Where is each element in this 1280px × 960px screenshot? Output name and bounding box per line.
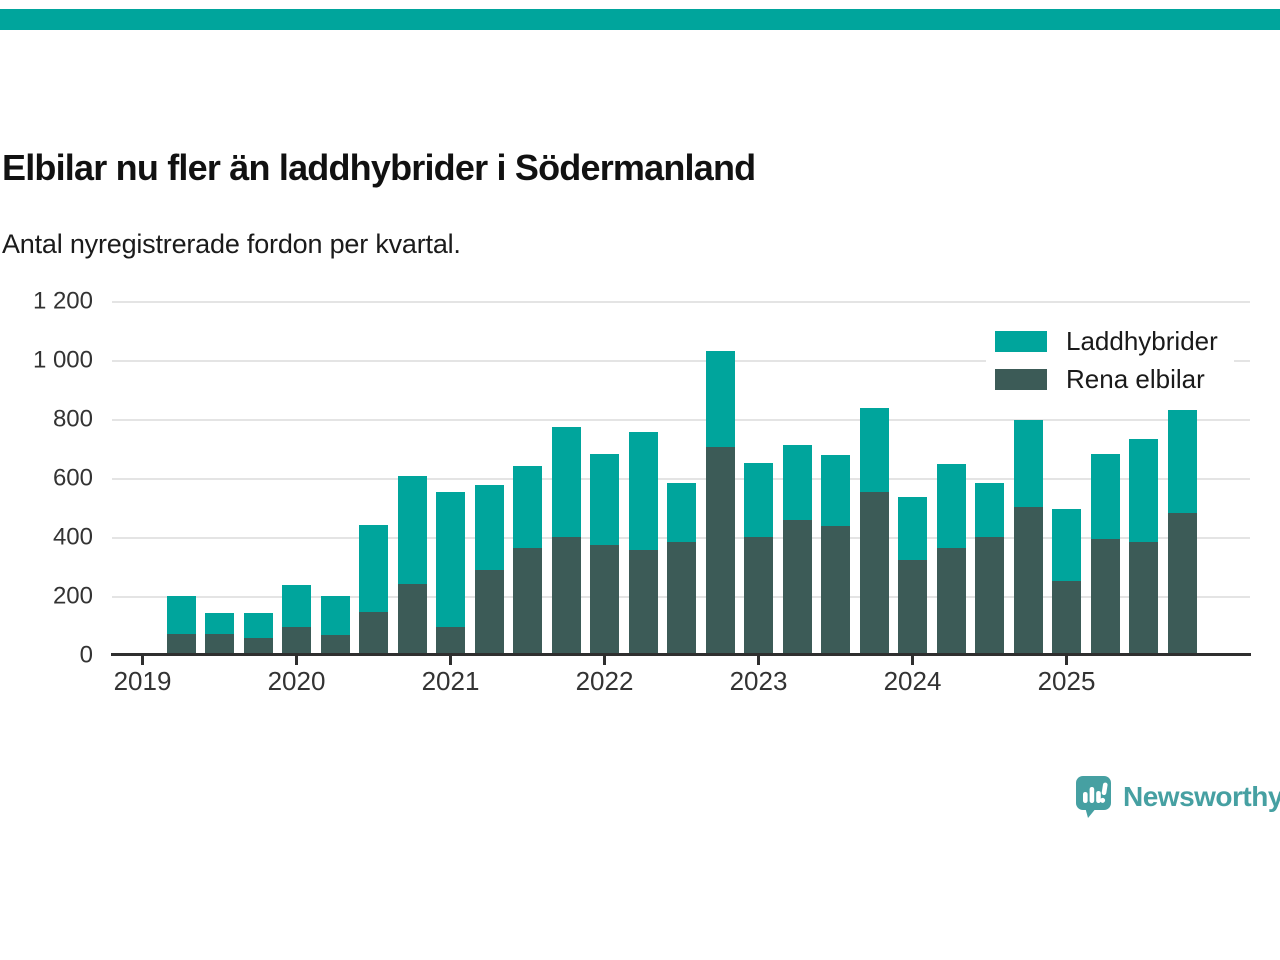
bar-segment-rena-elbilar xyxy=(859,492,889,656)
x-tick-label: 2020 xyxy=(267,666,326,696)
gridline xyxy=(112,360,1250,362)
bar-segment-rena-elbilar xyxy=(513,548,542,656)
bar-segment-rena-elbilar xyxy=(590,545,619,656)
x-tick-label: 2021 xyxy=(421,666,480,696)
legend-row: Laddhybrider xyxy=(995,326,1218,356)
y-tick-label: 200 xyxy=(52,582,93,610)
bar-segment-laddhybrider xyxy=(282,585,311,627)
newsworthy-logo-icon xyxy=(1076,776,1111,818)
legend-row: Rena elbilar xyxy=(995,364,1205,394)
bar-segment-rena-elbilar xyxy=(975,536,1004,656)
bar-segment-rena-elbilar xyxy=(243,638,273,656)
bar-segment-laddhybrider xyxy=(397,476,427,584)
y-tick-label: 1 200 xyxy=(32,287,93,315)
x-axis-tick xyxy=(449,656,452,665)
bar-segment-laddhybrider xyxy=(359,524,388,612)
bar-segment-laddhybrider xyxy=(898,496,927,561)
x-tick-label: 2023 xyxy=(729,666,788,696)
bar-segment-rena-elbilar xyxy=(359,611,388,656)
bar-segment-laddhybrider xyxy=(975,483,1004,537)
newsworthy-logo-text: Newsworthy xyxy=(1123,781,1280,812)
y-tick-label: 400 xyxy=(52,523,93,551)
bar-segment-rena-elbilar xyxy=(744,536,773,656)
legend-label: Rena elbilar xyxy=(1066,364,1205,394)
x-axis-tick xyxy=(141,656,144,665)
legend-swatch xyxy=(995,369,1047,390)
bar-segment-laddhybrider xyxy=(821,455,850,527)
bar-segment-rena-elbilar xyxy=(205,633,234,656)
bar-segment-rena-elbilar xyxy=(166,633,196,656)
y-tick-label: 1 000 xyxy=(32,346,93,374)
brand-top-stripe xyxy=(0,9,1280,30)
x-axis-tick xyxy=(295,656,298,665)
bar-segment-rena-elbilar xyxy=(474,570,504,656)
gridline xyxy=(112,478,1250,480)
bar-segment-laddhybrider xyxy=(859,408,889,493)
x-tick-label: 2022 xyxy=(575,666,634,696)
x-axis-tick xyxy=(603,656,606,665)
x-axis-tick xyxy=(911,656,914,665)
newsworthy-logo: Newsworthy xyxy=(1075,774,1280,820)
bar-segment-laddhybrider xyxy=(667,483,696,543)
bar-segment-rena-elbilar xyxy=(320,635,350,656)
bar-segment-laddhybrider xyxy=(474,484,504,571)
x-axis-line xyxy=(111,653,1251,656)
bar-segment-laddhybrider xyxy=(1129,439,1158,543)
bar-segment-rena-elbilar xyxy=(436,626,465,656)
legend-label: Laddhybrider xyxy=(1066,325,1218,356)
chart-subtitle: Antal nyregistrerade fordon per kvartal. xyxy=(2,229,461,259)
bar-segment-laddhybrider xyxy=(320,595,350,636)
bar-segment-laddhybrider xyxy=(1013,420,1043,508)
bar-segment-rena-elbilar xyxy=(282,626,311,656)
gridline xyxy=(112,301,1250,303)
y-tick-label: 0 xyxy=(79,641,93,669)
bar-segment-rena-elbilar xyxy=(705,446,735,656)
x-axis-tick xyxy=(757,656,760,665)
x-tick-label: 2024 xyxy=(883,666,942,696)
legend-swatch xyxy=(995,330,1047,352)
bar-segment-laddhybrider xyxy=(205,613,234,634)
bar-segment-laddhybrider xyxy=(936,464,966,549)
bar-segment-laddhybrider xyxy=(436,492,465,627)
bar-segment-rena-elbilar xyxy=(782,520,812,656)
bar-segment-rena-elbilar xyxy=(898,560,927,656)
bar-segment-laddhybrider xyxy=(1167,409,1197,513)
gridline xyxy=(112,419,1250,421)
bar-segment-rena-elbilar xyxy=(1052,580,1081,656)
x-tick-label: 2025 xyxy=(1037,666,1096,696)
bar-segment-rena-elbilar xyxy=(1090,539,1120,656)
x-tick-label: 2019 xyxy=(113,666,172,696)
bar-segment-rena-elbilar xyxy=(1167,512,1197,656)
bar-segment-rena-elbilar xyxy=(936,548,966,656)
bar-segment-rena-elbilar xyxy=(1013,507,1043,656)
bar-segment-laddhybrider xyxy=(590,453,619,546)
y-tick-label: 600 xyxy=(52,464,93,492)
bar-segment-laddhybrider xyxy=(243,613,273,639)
y-tick-label: 800 xyxy=(52,405,93,433)
bar-segment-laddhybrider xyxy=(782,445,812,521)
bar-segment-rena-elbilar xyxy=(628,549,658,656)
bar-segment-laddhybrider xyxy=(513,465,542,549)
bar-segment-laddhybrider xyxy=(705,350,735,447)
bar-segment-rena-elbilar xyxy=(551,536,581,656)
bar-segment-laddhybrider xyxy=(1090,453,1120,540)
bar-segment-rena-elbilar xyxy=(1129,542,1158,656)
bar-segment-laddhybrider xyxy=(628,431,658,550)
x-axis-tick xyxy=(1065,656,1068,665)
bar-segment-rena-elbilar xyxy=(397,583,427,656)
bar-segment-laddhybrider xyxy=(551,427,581,537)
plot-area xyxy=(112,301,1250,656)
bar-segment-laddhybrider xyxy=(744,462,773,537)
bar-segment-rena-elbilar xyxy=(667,542,696,656)
bar-segment-rena-elbilar xyxy=(821,526,850,656)
bar-segment-laddhybrider xyxy=(166,595,196,634)
chart-title: Elbilar nu fler än laddhybrider i Söderm… xyxy=(2,147,756,188)
bar-segment-laddhybrider xyxy=(1052,508,1081,581)
